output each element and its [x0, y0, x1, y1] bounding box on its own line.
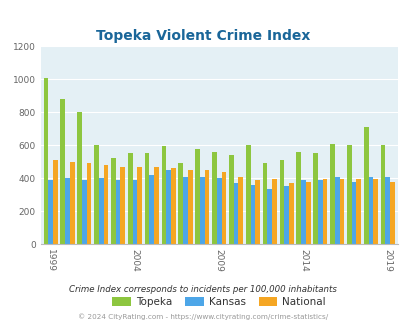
- Bar: [271, 179, 276, 244]
- Bar: [322, 179, 326, 244]
- Bar: [262, 163, 267, 244]
- Bar: [111, 158, 115, 244]
- Bar: [128, 153, 132, 244]
- Legend: Topeka, Kansas, National: Topeka, Kansas, National: [108, 293, 330, 312]
- Bar: [267, 189, 271, 244]
- Bar: [94, 145, 99, 244]
- Bar: [363, 127, 368, 244]
- Bar: [82, 180, 87, 244]
- Bar: [334, 178, 339, 244]
- Bar: [346, 145, 351, 244]
- Bar: [43, 78, 48, 244]
- Bar: [296, 152, 301, 244]
- Bar: [372, 179, 377, 244]
- Text: © 2024 CityRating.com - https://www.cityrating.com/crime-statistics/: © 2024 CityRating.com - https://www.city…: [78, 314, 327, 320]
- Bar: [115, 180, 120, 244]
- Bar: [154, 167, 158, 244]
- Bar: [212, 152, 216, 244]
- Bar: [384, 177, 389, 244]
- Bar: [145, 153, 149, 244]
- Bar: [53, 160, 58, 244]
- Bar: [356, 179, 360, 244]
- Bar: [279, 160, 283, 244]
- Bar: [188, 170, 192, 244]
- Bar: [245, 145, 250, 244]
- Bar: [70, 162, 75, 244]
- Bar: [200, 177, 204, 244]
- Bar: [351, 182, 356, 244]
- Bar: [60, 99, 65, 244]
- Bar: [132, 180, 137, 244]
- Bar: [99, 178, 103, 244]
- Bar: [204, 170, 209, 244]
- Bar: [161, 146, 166, 244]
- Bar: [120, 167, 125, 244]
- Bar: [255, 180, 259, 244]
- Text: Crime Index corresponds to incidents per 100,000 inhabitants: Crime Index corresponds to incidents per…: [69, 285, 336, 294]
- Bar: [301, 180, 305, 244]
- Bar: [313, 152, 317, 244]
- Bar: [238, 178, 243, 244]
- Bar: [233, 183, 238, 244]
- Bar: [317, 180, 322, 244]
- Bar: [87, 163, 91, 244]
- Bar: [166, 170, 171, 244]
- Bar: [149, 175, 154, 244]
- Bar: [228, 155, 233, 244]
- Bar: [250, 185, 255, 244]
- Bar: [288, 183, 293, 244]
- Bar: [171, 168, 175, 244]
- Bar: [183, 177, 188, 244]
- Bar: [221, 172, 226, 244]
- Bar: [216, 178, 221, 244]
- Bar: [195, 148, 200, 244]
- Bar: [380, 145, 384, 244]
- Bar: [339, 179, 343, 244]
- Bar: [284, 186, 288, 244]
- Bar: [48, 180, 53, 244]
- Bar: [178, 163, 183, 244]
- Bar: [389, 182, 394, 244]
- Text: Topeka Violent Crime Index: Topeka Violent Crime Index: [96, 29, 309, 43]
- Bar: [137, 167, 142, 244]
- Bar: [103, 165, 108, 244]
- Bar: [77, 112, 82, 244]
- Bar: [305, 182, 310, 244]
- Bar: [329, 144, 334, 244]
- Bar: [65, 178, 70, 244]
- Bar: [368, 177, 372, 244]
